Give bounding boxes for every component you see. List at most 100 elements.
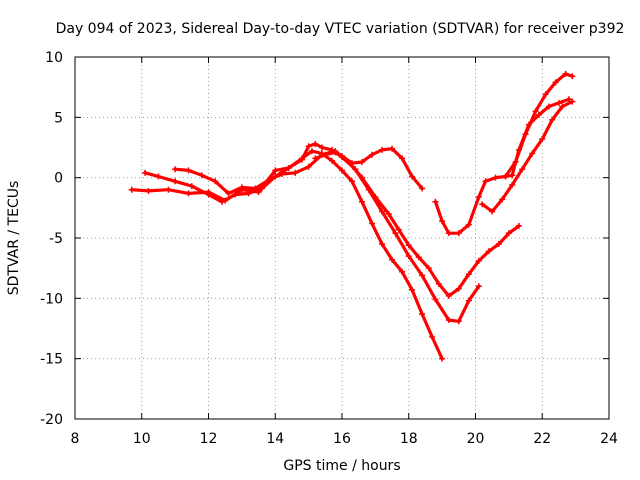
data-point (292, 169, 299, 176)
data-point (539, 136, 546, 143)
data-point (379, 146, 386, 153)
data-point (432, 198, 439, 205)
series-points-2 (142, 140, 482, 325)
x-tick-label: 16 (333, 431, 351, 447)
series-points-7 (502, 96, 572, 180)
data-point (339, 152, 345, 159)
data-point (145, 187, 152, 194)
series-points-6 (479, 98, 576, 215)
y-tick-label: 0 (54, 171, 63, 187)
data-point (379, 241, 386, 248)
data-point (379, 208, 386, 215)
data-point (505, 230, 512, 237)
data-point (305, 163, 312, 170)
data-point (502, 173, 509, 180)
data-point (509, 181, 516, 188)
data-point (552, 79, 559, 86)
data-point (492, 174, 499, 181)
data-point (509, 172, 516, 179)
data-point (392, 230, 399, 237)
data-point (495, 241, 502, 248)
data-point (359, 198, 366, 205)
data-point (298, 156, 305, 163)
series-line-6 (480, 99, 574, 214)
x-tick-label: 20 (467, 431, 485, 447)
data-point (519, 166, 526, 173)
x-tick-label: 14 (266, 431, 284, 447)
data-point (185, 190, 192, 197)
data-point (465, 221, 472, 228)
data-point (318, 144, 325, 151)
data-point (389, 145, 396, 152)
data-point (555, 99, 562, 106)
data-point (489, 208, 496, 215)
data-point (499, 196, 506, 203)
data-point (385, 210, 392, 217)
y-tick-label: -10 (40, 291, 63, 307)
data-point (542, 91, 549, 98)
data-point (479, 201, 486, 208)
data-point (198, 172, 205, 179)
data-point (238, 184, 245, 191)
data-point (155, 173, 162, 180)
data-point (529, 150, 536, 157)
data-point (475, 193, 482, 200)
grid-lines (75, 57, 609, 419)
data-point (445, 317, 452, 324)
data-point (465, 297, 472, 304)
data-point (515, 222, 522, 229)
data-point (322, 151, 329, 158)
y-axis-title: SDTVAR / TECUs (6, 181, 22, 296)
data-point (455, 318, 462, 325)
series-line-2 (143, 142, 481, 323)
data-point (142, 169, 149, 176)
data-point (212, 178, 219, 185)
data-point (439, 218, 446, 225)
data-point (349, 160, 356, 167)
chart-title: Day 094 of 2023, Sidereal Day-to-day VTE… (56, 21, 625, 37)
data-point (225, 190, 232, 197)
x-tick-label: 18 (400, 431, 418, 447)
data-point (172, 166, 179, 173)
y-tick-label: -15 (40, 352, 63, 368)
data-point (172, 178, 179, 185)
data-point (305, 143, 312, 150)
data-point (265, 177, 272, 184)
data-point (565, 96, 572, 103)
data-point (419, 272, 426, 279)
data-point (562, 70, 569, 77)
data-point (432, 296, 439, 303)
data-point (128, 186, 135, 193)
data-point (349, 178, 356, 185)
series-line-3 (173, 149, 521, 298)
data-point (475, 257, 482, 264)
y-tick-label: -20 (40, 412, 63, 428)
data-point (549, 116, 556, 123)
plot-frame (74, 56, 610, 420)
data-point (252, 185, 259, 192)
x-tick-label: 8 (71, 431, 80, 447)
data-point (455, 230, 462, 237)
data-point (369, 151, 376, 158)
y-tick-label: 10 (45, 50, 63, 66)
data-point (389, 256, 396, 263)
data-point (232, 191, 239, 198)
data-point (419, 311, 426, 318)
data-point (399, 155, 406, 162)
data-point (308, 148, 315, 155)
data-point (409, 286, 416, 293)
data-point (405, 253, 412, 260)
data-point (545, 103, 552, 110)
data-point (205, 191, 212, 198)
data-point (569, 73, 576, 80)
data-point (485, 248, 492, 255)
x-tick-label: 12 (200, 431, 218, 447)
data-point (569, 98, 576, 105)
data-point (332, 149, 339, 156)
data-point (185, 167, 192, 174)
data-point (445, 230, 452, 237)
data-point (395, 226, 402, 233)
series-line-4 (313, 147, 424, 191)
data-point (405, 242, 412, 249)
